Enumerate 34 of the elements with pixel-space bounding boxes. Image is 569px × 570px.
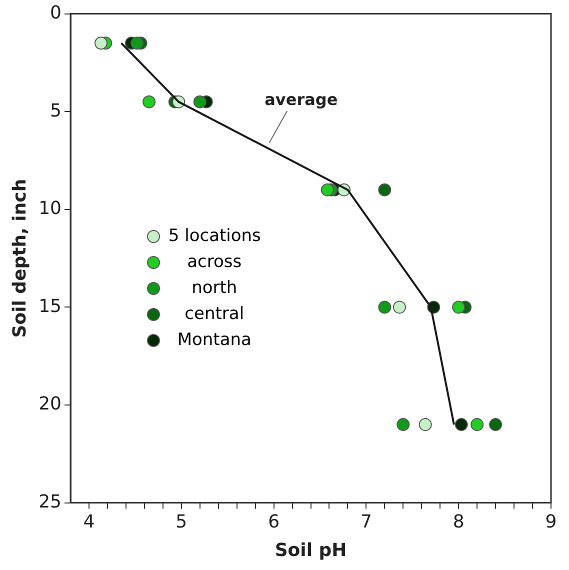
y-tick-label: 15: [38, 296, 62, 317]
annotation: average: [264, 90, 338, 110]
legend-label: across: [186, 252, 243, 272]
point: [130, 36, 144, 50]
point: [470, 418, 484, 432]
legend-label: north: [190, 278, 238, 298]
point: [452, 300, 466, 314]
y-axis-title: Soil depth, inch: [9, 178, 30, 338]
point: [454, 418, 468, 432]
y-tick-label: 5: [50, 100, 62, 122]
point: [378, 183, 392, 196]
point: [94, 36, 108, 50]
x-axis-title: Soil pH: [274, 540, 347, 561]
legend-label: central: [184, 304, 246, 324]
point: [378, 300, 392, 314]
x-tick-label: 5: [176, 511, 188, 532]
point: [418, 418, 432, 432]
x-tick-label: 9: [545, 511, 557, 532]
x-tick-label: 6: [268, 511, 280, 532]
y-tick-label: 25: [38, 491, 62, 512]
point: [193, 95, 206, 108]
x-tick-label: 8: [452, 511, 464, 532]
legend-label: 5 locations: [168, 226, 261, 246]
point: [396, 418, 410, 432]
y-tick-label: 20: [38, 394, 62, 415]
legend-label: Montana: [176, 330, 252, 350]
y-tick-label: 0: [50, 2, 62, 24]
x-tick-label: 4: [83, 511, 95, 532]
point: [489, 418, 502, 432]
y-tick-label: 10: [38, 198, 62, 220]
point: [142, 95, 156, 108]
x-tick-label: 7: [360, 511, 372, 532]
point: [320, 183, 334, 196]
point: [392, 300, 406, 314]
